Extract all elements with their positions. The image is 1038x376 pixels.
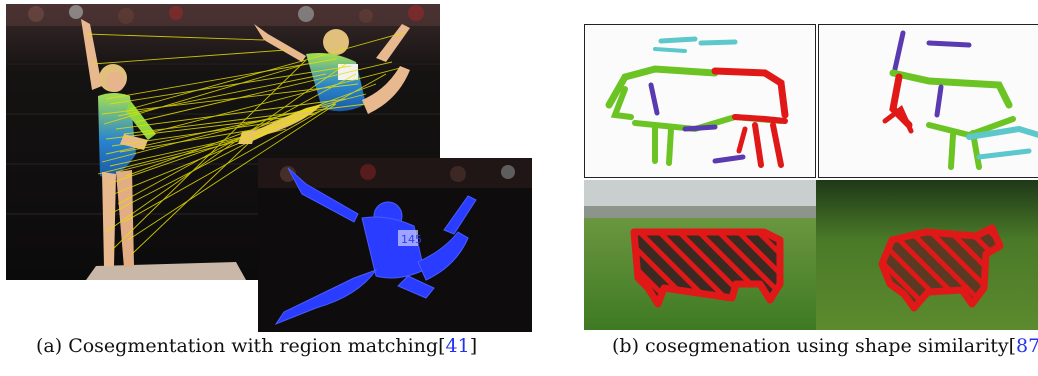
panel-a: 145 (a) Cosegmentation with region match… [6, 4, 532, 357]
caption-b: (b) cosegmenation using shape similarity… [612, 335, 1038, 357]
cow-photo-1 [584, 180, 816, 330]
shape-sketch-1 [584, 24, 816, 178]
caption-a-close: ] [469, 335, 478, 357]
shape-sketch-2 [818, 24, 1038, 178]
citation-link-41[interactable]: 41 [445, 335, 470, 357]
citation-link-87[interactable]: 87 [1016, 335, 1038, 357]
bib-number: 145 [401, 233, 422, 246]
caption-b-text: (b) cosegmenation using shape similarity… [612, 335, 1017, 357]
gymnast-photo [6, 4, 440, 280]
panel-b: (b) cosegmenation using shape similarity… [584, 0, 1038, 376]
blue-overlay-photo: 145 [258, 158, 532, 332]
caption-a-text: (a) Cosegmentation with region matching[ [36, 335, 446, 357]
caption-a: (a) Cosegmentation with region matching[… [36, 335, 477, 357]
cow-photo-2 [816, 180, 1038, 330]
